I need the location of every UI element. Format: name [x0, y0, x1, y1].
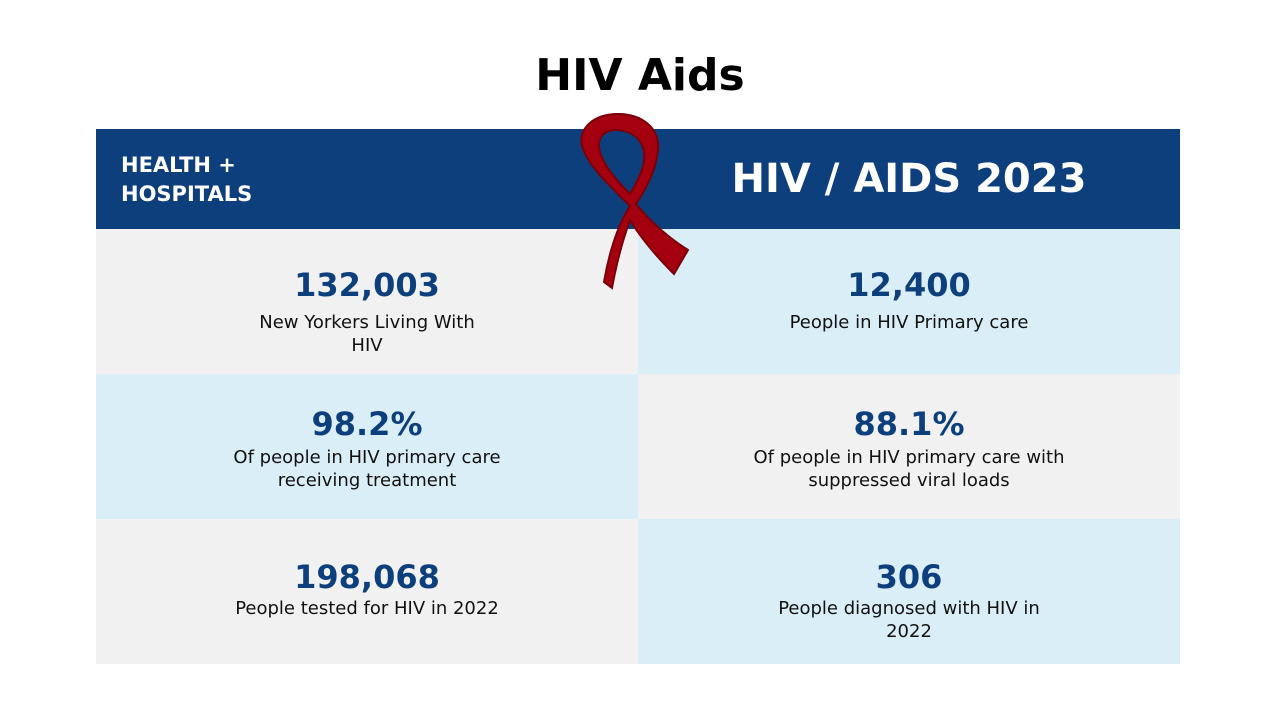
- stat-label: Of people in HIV primary care with suppr…: [753, 447, 1065, 491]
- stat-card: 98.2% Of people in HIV primary care rece…: [96, 374, 638, 519]
- page-title: HIV Aids: [535, 50, 745, 101]
- org-line-1: HEALTH +: [121, 153, 236, 177]
- org-logo-text: HEALTH + HOSPITALS: [121, 151, 252, 209]
- stat-value: 198,068: [294, 558, 440, 596]
- stat-value: 12,400: [847, 266, 971, 304]
- stat-value: 306: [875, 558, 943, 596]
- header-year-title: HIV / AIDS 2023: [731, 156, 1087, 202]
- org-line-2: HOSPITALS: [121, 182, 253, 206]
- stat-label: Of people in HIV primary care receiving …: [233, 447, 501, 491]
- stat-value: 88.1%: [853, 405, 965, 443]
- ribbon-shape: [580, 112, 690, 290]
- stat-label: People tested for HIV in 2022: [235, 598, 499, 619]
- awareness-ribbon-icon: [580, 112, 690, 290]
- stat-card: 12,400 People in HIV Primary care: [638, 229, 1180, 374]
- stat-label: People diagnosed with HIV in 2022: [778, 598, 1040, 642]
- stat-card: 132,003 New Yorkers Living With HIV: [96, 229, 638, 374]
- stat-value: 132,003: [294, 266, 440, 304]
- stat-label: New Yorkers Living With HIV: [259, 312, 475, 356]
- stat-card: 306 People diagnosed with HIV in 2022: [638, 519, 1180, 664]
- stat-label: People in HIV Primary care: [789, 312, 1029, 333]
- stat-card: 198,068 People tested for HIV in 2022: [96, 519, 638, 664]
- stat-value: 98.2%: [311, 405, 423, 443]
- stat-card: 88.1% Of people in HIV primary care with…: [638, 374, 1180, 519]
